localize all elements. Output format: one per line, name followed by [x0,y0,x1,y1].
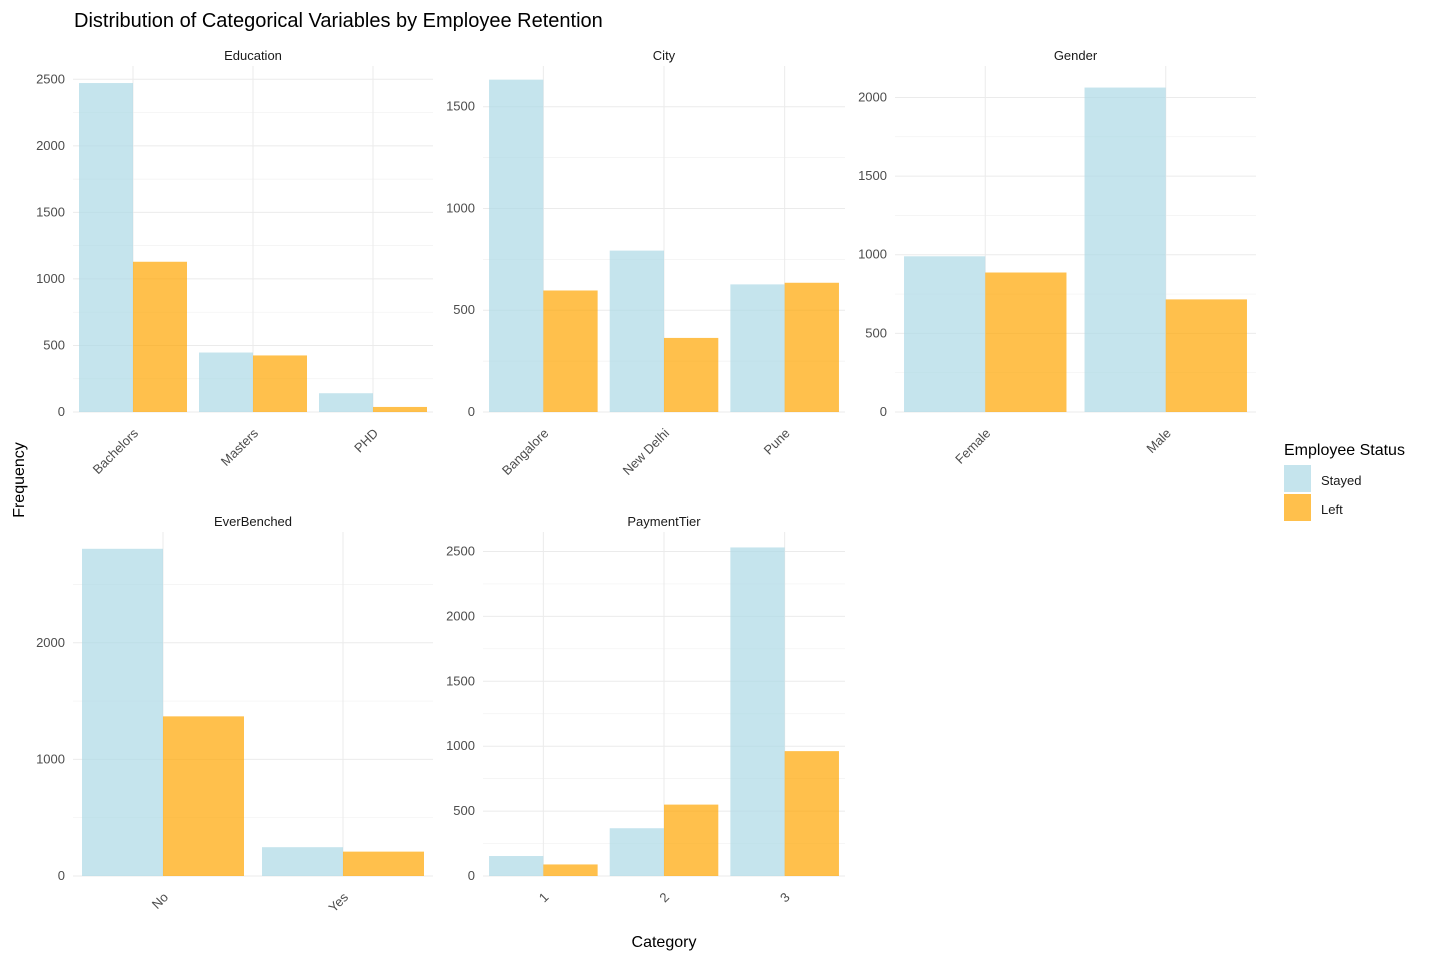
bar-stayed-phd [319,393,373,412]
bar-stayed-3 [730,547,785,876]
x-tick-label: Pune [761,426,793,458]
y-tick-label: 0 [58,404,65,419]
y-tick-label: 2000 [858,89,887,104]
facet-city: City 0 500 1000 1500 Bangalore New Delhi Pune [446,48,845,478]
chart-title: Distribution of Categorical Variables by… [74,10,603,32]
x-tick-label: Bachelors [90,425,142,477]
x-tick-label: Bangalore [499,426,552,479]
bar-left-female [985,272,1067,412]
y-tick-label: 1500 [446,673,475,688]
y-tick-label: 0 [58,868,65,883]
facet-title: PaymentTier [627,514,701,529]
facet-title: Gender [1054,48,1098,63]
facet-title: Education [224,48,282,63]
x-tick-label: Masters [218,425,262,469]
facet-gender: Gender 0 500 1000 1500 2000 Female Male [858,48,1256,467]
x-tick-label: Male [1143,426,1174,457]
facet-paymenttier: PaymentTier 0 500 1000 1500 2000 2500 1 2 3 [446,514,845,905]
y-tick-label: 500 [453,803,475,818]
y-tick-label: 2000 [36,635,65,650]
bar-stayed-female [904,256,986,412]
bar-stayed-masters [199,352,253,412]
y-tick-label: 2500 [446,543,475,558]
legend-label-left: Left [1321,502,1343,517]
x-axis-title: Category [632,934,697,951]
bar-left-3 [784,751,839,876]
bar-stayed-bachelors [79,83,133,412]
x-tick-label: Yes [326,889,352,915]
bar-left-2 [664,804,719,876]
bar-stayed-no [82,548,163,876]
y-tick-label: 2500 [36,71,65,86]
bar-stayed-2 [609,828,664,876]
x-tick-label: 1 [536,890,552,906]
y-tick-label: 0 [880,404,887,419]
bar-left-phd [373,406,427,412]
bar-stayed-yes [262,847,343,876]
y-tick-label: 1000 [446,738,475,753]
y-tick-label: 2000 [446,608,475,623]
bar-stayed-new-delhi [609,250,664,412]
y-tick-label: 0 [468,868,475,883]
legend-title: Employee Status [1284,442,1405,459]
bar-left-yes [343,851,424,876]
bar-left-new-delhi [664,337,719,412]
bar-left-bangalore [543,290,598,412]
facet-title: City [653,48,676,63]
y-tick-label: 1500 [36,204,65,219]
bar-stayed-pune [730,284,785,412]
legend-label-stayed: Stayed [1321,473,1361,488]
y-tick-label: 500 [43,337,65,352]
bar-left-1 [543,864,598,876]
legend-key-left [1284,494,1311,521]
facet-title: EverBenched [214,514,292,529]
y-tick-label: 0 [468,404,475,419]
facet-education: Education 0 500 1000 1500 2000 2500 Bachelors Ma… [36,48,433,477]
y-tick-label: 500 [453,302,475,317]
bar-stayed-1 [489,856,544,876]
facet-everbenched: EverBenched 0 1000 2000 No Yes [36,514,433,915]
bar-stayed-bangalore [489,79,544,412]
y-tick-label: 1000 [36,271,65,286]
x-tick-label: New Delhi [620,425,673,478]
x-tick-label: PHD [351,426,381,456]
bar-stayed-male [1084,87,1166,413]
y-tick-label: 1000 [36,751,65,766]
bar-left-pune [784,282,839,412]
y-tick-label: 1000 [446,200,475,215]
y-axis-title: Frequency [11,442,28,518]
y-tick-label: 1000 [858,247,887,262]
x-tick-label: 2 [656,890,672,906]
bar-left-no [163,716,244,876]
x-tick-label: 3 [777,890,793,906]
y-tick-label: 1500 [858,168,887,183]
bar-left-bachelors [133,261,187,412]
x-tick-label: Female [952,426,993,467]
bar-left-masters [253,355,307,412]
legend-key-stayed [1284,465,1311,492]
x-tick-label: No [149,890,171,912]
y-tick-label: 1500 [446,99,475,114]
bar-left-male [1165,299,1247,412]
legend: Employee Status Stayed Left [1284,442,1405,521]
y-tick-label: 500 [865,325,887,340]
y-tick-label: 2000 [36,138,65,153]
